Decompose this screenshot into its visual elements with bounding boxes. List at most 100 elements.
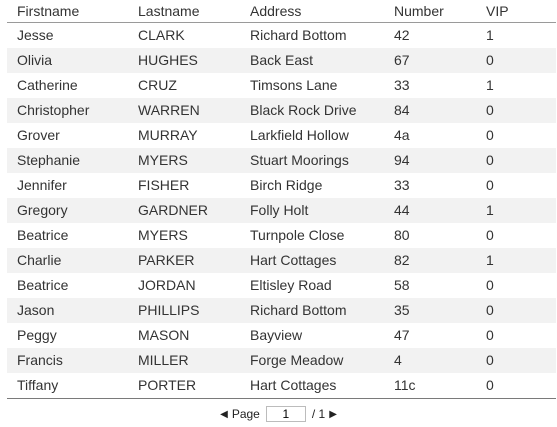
cell-number: 80 [394, 227, 410, 243]
table-row[interactable]: Francis MILLER Forge Meadow 4 0 [7, 348, 556, 373]
cell-number: 84 [394, 102, 410, 118]
cell-address: Timsons Lane [250, 77, 338, 93]
cell-vip: 0 [486, 52, 494, 68]
cell-firstname: Grover [17, 127, 60, 143]
pager: ◀ Page / 1 ▶ [0, 404, 557, 424]
table-row[interactable]: Jennifer FISHER Birch Ridge 33 0 [7, 173, 556, 198]
table-row[interactable]: Gregory GARDNER Folly Holt 44 1 [7, 198, 556, 223]
cell-lastname: CLARK [138, 27, 185, 43]
cell-address: Turnpole Close [250, 227, 345, 243]
table-row[interactable]: Stephanie MYERS Stuart Moorings 94 0 [7, 148, 556, 173]
cell-firstname: Gregory [17, 202, 68, 218]
cell-vip: 0 [486, 227, 494, 243]
cell-vip: 0 [486, 127, 494, 143]
cell-address: Hart Cottages [250, 252, 337, 268]
cell-number: 33 [394, 77, 410, 93]
table-row[interactable]: Jesse CLARK Richard Bottom 42 1 [7, 23, 556, 48]
cell-address: Eltisley Road [250, 277, 332, 293]
cell-vip: 0 [486, 102, 494, 118]
cell-number: 42 [394, 27, 410, 43]
cell-address: Forge Meadow [250, 352, 344, 368]
cell-firstname: Jesse [17, 27, 54, 43]
cell-number: 11c [394, 377, 416, 393]
page-number-input[interactable] [265, 406, 306, 422]
table-row[interactable]: Peggy MASON Bayview 47 0 [7, 323, 556, 348]
table-row[interactable]: Catherine CRUZ Timsons Lane 33 1 [7, 73, 556, 98]
cell-vip: 0 [486, 152, 494, 168]
column-header-address[interactable]: Address [250, 3, 302, 19]
cell-vip: 0 [486, 352, 494, 368]
table-row[interactable]: Grover MURRAY Larkfield Hollow 4a 0 [7, 123, 556, 148]
cell-firstname: Jennifer [17, 177, 67, 193]
column-header-lastname[interactable]: Lastname [138, 3, 200, 19]
cell-firstname: Christopher [17, 102, 90, 118]
cell-lastname: PORTER [138, 377, 197, 393]
table-row[interactable]: Jason PHILLIPS Richard Bottom 35 0 [7, 298, 556, 323]
cell-number: 33 [394, 177, 410, 193]
cell-address: Larkfield Hollow [250, 127, 349, 143]
cell-firstname: Tiffany [17, 377, 59, 393]
grid-body: Jesse CLARK Richard Bottom 42 1 Olivia HUGHES B… [7, 23, 556, 398]
cell-firstname: Beatrice [17, 277, 69, 293]
cell-address: Bayview [250, 327, 303, 343]
cell-number: 47 [394, 327, 410, 343]
column-header-number[interactable]: Number [394, 3, 444, 19]
table-row[interactable]: Charlie PARKER Hart Cottages 82 1 [7, 248, 556, 273]
cell-firstname: Francis [17, 352, 63, 368]
cell-lastname: MYERS [138, 227, 188, 243]
grid-bottom-border [7, 398, 556, 399]
cell-vip: 0 [486, 327, 494, 343]
cell-lastname: MILLER [138, 352, 189, 368]
triangle-left-icon[interactable]: ◀ [220, 408, 228, 420]
cell-lastname: MYERS [138, 152, 188, 168]
page-total-label: / 1 [311, 407, 326, 421]
column-header-vip[interactable]: VIP [486, 3, 509, 19]
cell-firstname: Catherine [17, 77, 78, 93]
cell-lastname: MURRAY [138, 127, 198, 143]
cell-address: Richard Bottom [250, 27, 347, 43]
table-row[interactable]: Beatrice MYERS Turnpole Close 80 0 [7, 223, 556, 248]
cell-number: 94 [394, 152, 410, 168]
cell-vip: 0 [486, 377, 494, 393]
cell-lastname: PARKER [138, 252, 195, 268]
cell-address: Back East [250, 52, 314, 68]
cell-firstname: Beatrice [17, 227, 69, 243]
table-row[interactable]: Beatrice JORDAN Eltisley Road 58 0 [7, 273, 556, 298]
column-header-firstname[interactable]: Firstname [17, 3, 80, 19]
cell-lastname: WARREN [138, 102, 200, 118]
triangle-right-icon[interactable]: ▶ [329, 408, 337, 420]
table-row[interactable]: Tiffany PORTER Hart Cottages 11c 0 [7, 373, 556, 398]
cell-vip: 1 [486, 77, 494, 93]
page-label: Page [231, 407, 260, 421]
cell-address: Hart Cottages [250, 377, 337, 393]
cell-firstname: Charlie [17, 252, 62, 268]
cell-number: 4 [394, 352, 402, 368]
cell-address: Richard Bottom [250, 302, 347, 318]
cell-vip: 0 [486, 302, 494, 318]
cell-firstname: Olivia [17, 52, 53, 68]
table-row[interactable]: Christopher WARREN Black Rock Drive 84 0 [7, 98, 556, 123]
cell-number: 58 [394, 277, 410, 293]
cell-vip: 1 [486, 27, 494, 43]
table-row[interactable]: Olivia HUGHES Back East 67 0 [7, 48, 556, 73]
data-grid: Firstname Lastname Address Number VIP Je… [7, 0, 556, 399]
cell-address: Folly Holt [250, 202, 309, 218]
cell-lastname: CRUZ [138, 77, 177, 93]
cell-number: 4a [394, 127, 410, 143]
cell-lastname: PHILLIPS [138, 302, 200, 318]
cell-number: 44 [394, 202, 410, 218]
cell-number: 67 [394, 52, 410, 68]
cell-lastname: GARDNER [138, 202, 209, 218]
cell-lastname: FISHER [138, 177, 190, 193]
cell-number: 82 [394, 252, 410, 268]
cell-lastname: JORDAN [138, 277, 196, 293]
cell-address: Black Rock Drive [250, 102, 357, 118]
grid-header: Firstname Lastname Address Number VIP [7, 0, 556, 23]
cell-address: Birch Ridge [250, 177, 323, 193]
cell-firstname: Stephanie [17, 152, 81, 168]
cell-vip: 0 [486, 177, 494, 193]
cell-lastname: MASON [138, 327, 190, 343]
cell-firstname: Jason [17, 302, 55, 318]
cell-vip: 0 [486, 277, 494, 293]
cell-vip: 1 [486, 252, 494, 268]
